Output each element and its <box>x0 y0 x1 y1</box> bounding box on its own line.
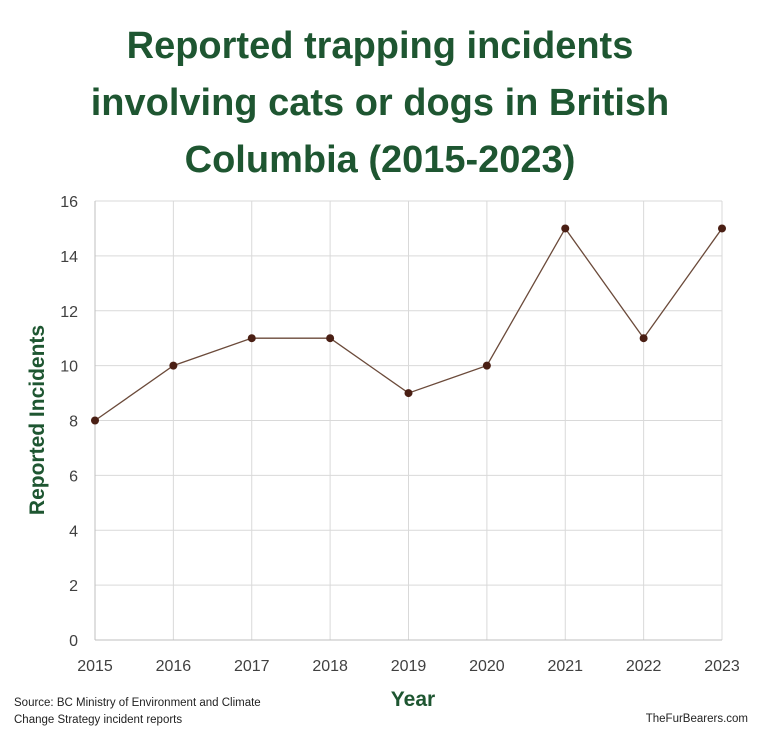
y-tick-label: 12 <box>60 304 78 321</box>
data-point <box>169 361 178 370</box>
y-tick-label: 2 <box>69 578 78 595</box>
gridlines <box>95 200 723 640</box>
x-tick-label: 2019 <box>391 658 427 675</box>
x-tick-labels: 2015 2016 2017 2018 2019 2020 2021 2022 2023 <box>77 658 740 675</box>
y-tick-label: 8 <box>69 414 78 431</box>
x-tick-label: 2017 <box>234 658 270 675</box>
data-point <box>718 224 726 233</box>
x-tick-label: 2022 <box>626 658 662 675</box>
x-tick-label: 2016 <box>156 658 192 675</box>
y-tick-labels: 0 2 4 6 8 10 12 14 16 <box>60 194 78 650</box>
x-tick-label: 2015 <box>77 658 113 675</box>
data-point <box>91 416 99 425</box>
x-tick-label: 2018 <box>312 658 348 675</box>
chart-title: Reported trapping incidents involving ca… <box>90 25 670 181</box>
y-tick-label: 0 <box>69 633 78 650</box>
y-tick-label: 10 <box>60 359 78 376</box>
data-point <box>639 334 648 343</box>
y-tick-label: 4 <box>69 523 78 540</box>
data-point <box>561 224 570 233</box>
y-axis-title: Reported Incidents <box>26 325 49 515</box>
data-point <box>326 334 335 343</box>
data-series <box>91 224 726 425</box>
y-tick-label: 6 <box>69 468 78 485</box>
credit-note: TheFurBearers.com <box>645 713 748 725</box>
data-point <box>247 334 256 343</box>
x-tick-label: 2021 <box>547 658 583 675</box>
source-note: Source: BC Ministry of Environment and C… <box>14 697 261 726</box>
x-axis-title: Year <box>391 688 435 711</box>
data-point <box>482 361 491 370</box>
data-point <box>404 389 413 398</box>
y-tick-label: 16 <box>60 194 78 211</box>
x-tick-label: 2023 <box>704 658 740 675</box>
y-tick-label: 14 <box>60 249 78 266</box>
x-tick-label: 2020 <box>469 658 505 675</box>
